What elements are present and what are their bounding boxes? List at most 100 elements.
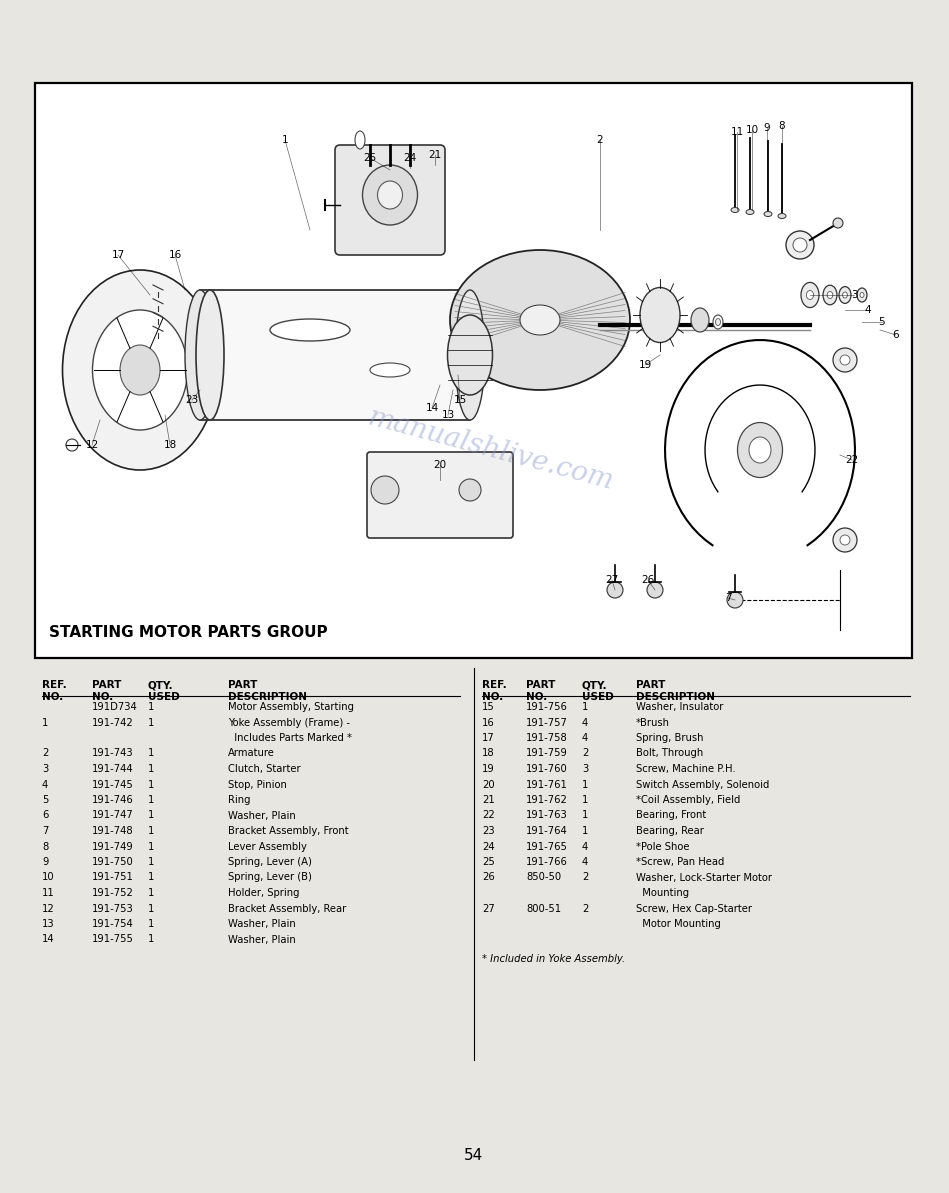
Text: 24: 24 (482, 841, 494, 852)
Ellipse shape (823, 285, 837, 304)
Text: 11: 11 (42, 888, 55, 898)
Text: 191-753: 191-753 (92, 903, 134, 914)
Text: 16: 16 (168, 251, 181, 260)
Text: Bolt, Through: Bolt, Through (636, 748, 703, 759)
Ellipse shape (801, 283, 819, 308)
Text: 3: 3 (850, 290, 857, 299)
Text: 1: 1 (148, 888, 155, 898)
Ellipse shape (731, 208, 739, 212)
Text: 19: 19 (482, 764, 494, 774)
Text: Washer, Plain: Washer, Plain (228, 919, 296, 929)
Text: Spring, Brush: Spring, Brush (636, 733, 703, 743)
Ellipse shape (807, 291, 813, 299)
Ellipse shape (746, 210, 754, 215)
Text: 26: 26 (642, 575, 655, 585)
Ellipse shape (737, 422, 783, 477)
Text: 191-757: 191-757 (526, 717, 568, 728)
Text: 191-751: 191-751 (92, 872, 134, 883)
Text: *Screw, Pan Head: *Screw, Pan Head (636, 857, 724, 867)
Text: USED: USED (148, 692, 179, 701)
Text: DESCRIPTION: DESCRIPTION (228, 692, 307, 701)
Text: 5: 5 (879, 317, 885, 327)
Text: 12: 12 (42, 903, 55, 914)
Text: 191-742: 191-742 (92, 717, 134, 728)
Text: 5: 5 (42, 795, 48, 805)
Text: 2: 2 (42, 748, 48, 759)
Text: 16: 16 (482, 717, 494, 728)
Text: Ring: Ring (228, 795, 251, 805)
Text: DESCRIPTION: DESCRIPTION (636, 692, 715, 701)
Text: 2: 2 (582, 872, 588, 883)
Ellipse shape (833, 218, 843, 228)
Text: 9: 9 (764, 123, 771, 132)
Text: 4: 4 (582, 733, 588, 743)
Text: 1: 1 (148, 795, 155, 805)
FancyBboxPatch shape (200, 290, 470, 420)
Ellipse shape (764, 211, 772, 216)
Text: 850-50: 850-50 (526, 872, 561, 883)
FancyBboxPatch shape (335, 146, 445, 255)
Text: Bracket Assembly, Rear: Bracket Assembly, Rear (228, 903, 346, 914)
Text: 191-743: 191-743 (92, 748, 134, 759)
Text: 23: 23 (482, 826, 494, 836)
Text: STARTING MOTOR PARTS GROUP: STARTING MOTOR PARTS GROUP (49, 625, 327, 639)
Text: 3: 3 (42, 764, 48, 774)
Ellipse shape (355, 131, 365, 149)
Text: NO.: NO. (92, 692, 113, 701)
Ellipse shape (120, 345, 160, 395)
Text: 25: 25 (363, 153, 377, 163)
Ellipse shape (786, 231, 814, 259)
Text: 191D734: 191D734 (92, 701, 138, 712)
Circle shape (647, 582, 663, 598)
Text: 1: 1 (148, 717, 155, 728)
Text: 1: 1 (582, 826, 588, 836)
Text: 17: 17 (111, 251, 124, 260)
Text: 191-749: 191-749 (92, 841, 134, 852)
Text: PART: PART (92, 680, 121, 690)
Ellipse shape (450, 251, 630, 390)
Ellipse shape (857, 288, 867, 302)
Ellipse shape (459, 480, 481, 501)
Text: 20: 20 (434, 460, 447, 470)
Text: PART: PART (636, 680, 665, 690)
Text: 27: 27 (605, 575, 619, 585)
Ellipse shape (455, 290, 485, 420)
Text: 191-746: 191-746 (92, 795, 134, 805)
FancyBboxPatch shape (367, 452, 513, 538)
Text: 4: 4 (42, 779, 48, 790)
Text: 191-760: 191-760 (526, 764, 568, 774)
Text: 191-764: 191-764 (526, 826, 568, 836)
Text: Screw, Machine P.H.: Screw, Machine P.H. (636, 764, 735, 774)
Text: 800-51: 800-51 (526, 903, 561, 914)
Text: 1: 1 (282, 135, 288, 146)
Ellipse shape (448, 315, 493, 395)
Ellipse shape (270, 319, 350, 341)
Text: 2: 2 (582, 903, 588, 914)
Text: QTY.: QTY. (148, 680, 174, 690)
Text: 4: 4 (865, 305, 871, 315)
Text: 4: 4 (582, 857, 588, 867)
Ellipse shape (371, 476, 399, 503)
Text: 18: 18 (482, 748, 494, 759)
Text: 1: 1 (148, 826, 155, 836)
Ellipse shape (840, 356, 850, 365)
Ellipse shape (691, 308, 709, 332)
Text: 191-745: 191-745 (92, 779, 134, 790)
Ellipse shape (716, 319, 720, 326)
Text: NO.: NO. (482, 692, 503, 701)
Ellipse shape (839, 286, 851, 303)
Text: 1: 1 (148, 748, 155, 759)
Text: 7: 7 (725, 593, 732, 602)
Text: Stop, Pinion: Stop, Pinion (228, 779, 287, 790)
Text: 18: 18 (163, 440, 177, 450)
Text: 13: 13 (441, 410, 455, 420)
Text: Lever Assembly: Lever Assembly (228, 841, 307, 852)
Text: Washer, Plain: Washer, Plain (228, 810, 296, 821)
Text: 191-766: 191-766 (526, 857, 568, 867)
Text: * Included in Yoke Assembly.: * Included in Yoke Assembly. (482, 954, 625, 964)
Text: 4: 4 (582, 841, 588, 852)
Text: 17: 17 (482, 733, 494, 743)
Text: 191-763: 191-763 (526, 810, 568, 821)
Ellipse shape (520, 305, 560, 335)
Text: 8: 8 (779, 120, 786, 131)
